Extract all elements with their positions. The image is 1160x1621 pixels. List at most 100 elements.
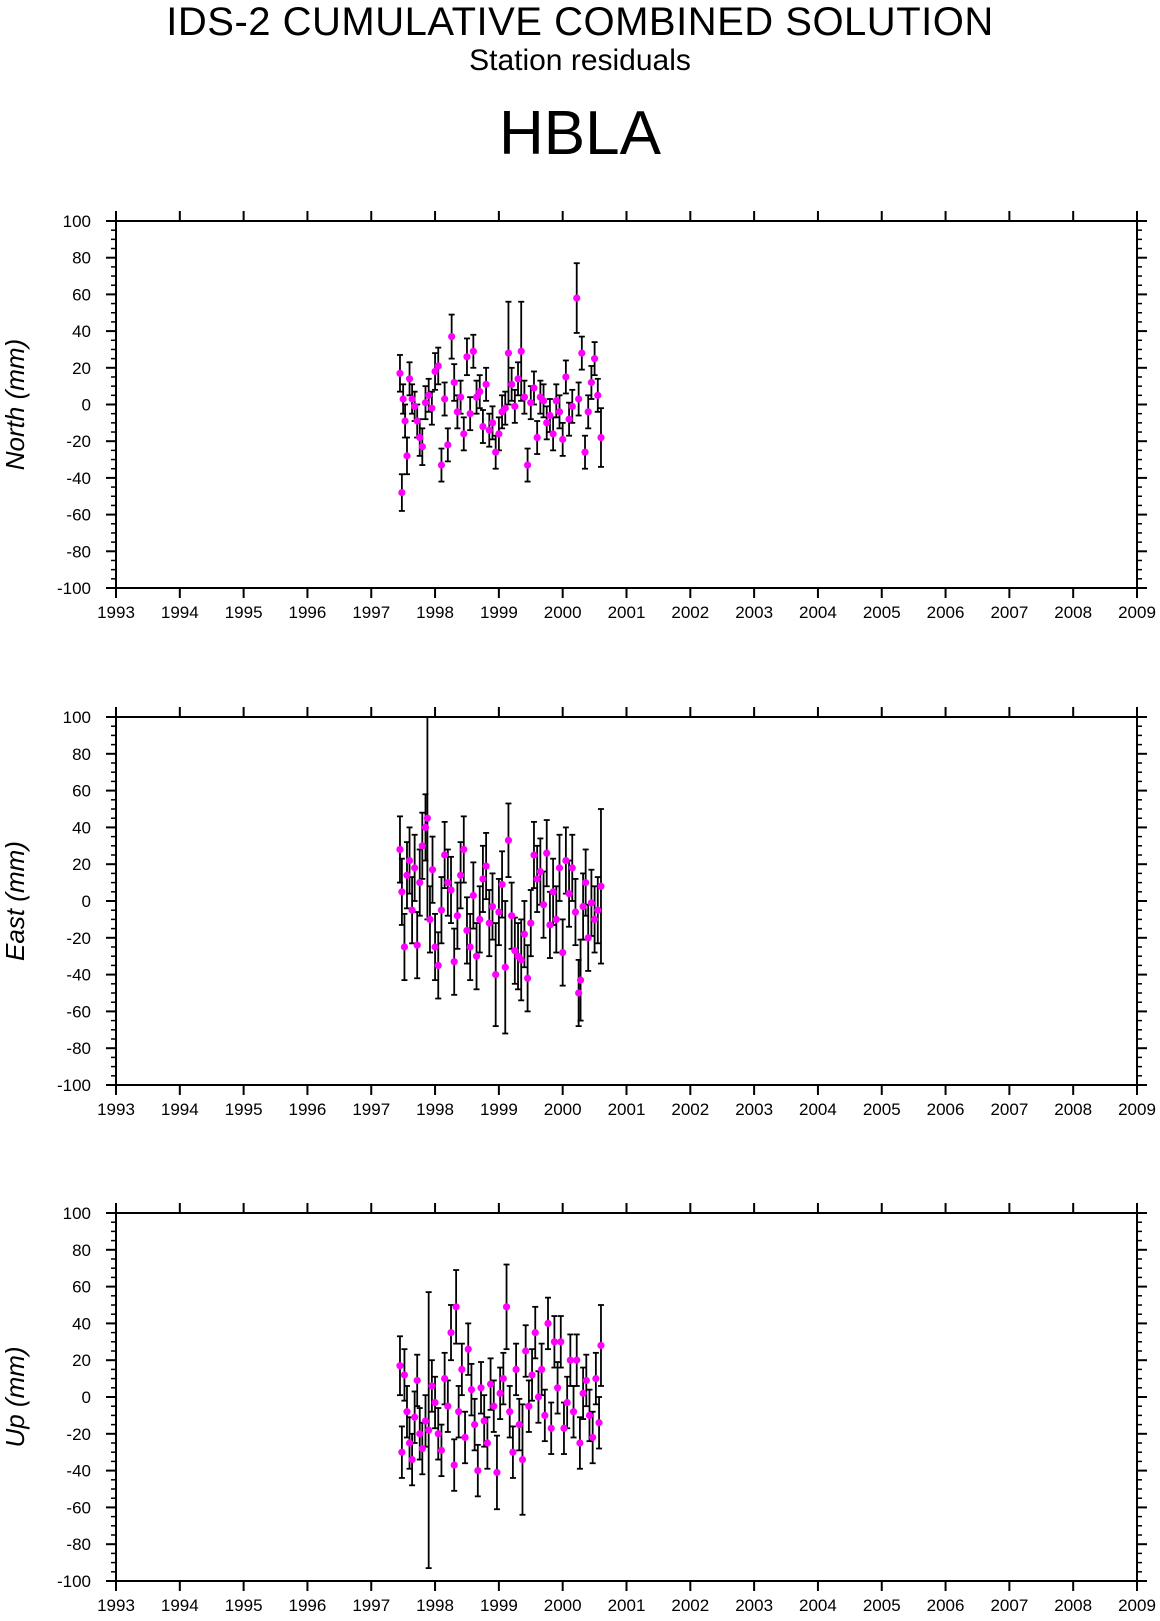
data-point [396,845,404,854]
data-point [485,919,493,927]
data-point [401,417,409,425]
data-point [571,908,580,916]
data-point [405,856,414,865]
y-tick-label: -20 [66,1425,91,1444]
x-tick-label: 1995 [225,1100,263,1119]
y-tick-label: 0 [82,892,91,911]
data-point [581,448,589,456]
data-point [398,1448,406,1456]
data-point [450,958,458,966]
data-point [444,1402,452,1410]
x-tick-label: 2008 [1054,1596,1092,1615]
data-point [486,1380,495,1388]
y-axis-title: East (mm) [0,841,30,961]
x-tick-label: 2002 [671,1596,709,1615]
data-point [501,404,509,412]
data-point [403,1408,411,1416]
data-point [496,1389,504,1397]
data-point [450,378,458,387]
x-tick-label: 2008 [1054,603,1092,622]
y-tick-label: -20 [66,432,91,451]
x-tick-label: 2005 [863,1100,901,1119]
y-tick-label: 100 [63,708,91,727]
x-tick-label: 2004 [799,1100,837,1119]
data-point [590,355,599,363]
data-point [418,443,426,451]
x-tick-label: 2007 [990,603,1028,622]
x-tick-label: 2006 [927,603,965,622]
data-point [400,943,409,951]
data-point [476,915,484,924]
y-tick-label: 80 [72,249,91,268]
data-point [490,1402,498,1410]
x-tick-label: 1998 [416,1100,454,1119]
data-point [528,1371,536,1379]
data-point [460,845,468,854]
panel-1: 1993 1994 1995 1996 1997 1998 1999 2000 2001 2002… [0,211,1156,622]
y-tick-label: 40 [72,1314,91,1333]
data-point [474,1467,482,1475]
data-point [431,1398,439,1407]
data-point [553,1384,562,1392]
panel-3: 1993 1994 1995 1996 1997 1998 1999 2000 2001 2002… [0,1203,1156,1615]
data-point [469,891,477,900]
data-point [590,915,599,924]
data-point [418,842,426,850]
data-point [460,430,468,438]
x-tick-label: 1994 [161,1596,199,1615]
y-tick-label: 0 [82,396,91,415]
data-point [450,1461,458,1469]
data-point [587,899,596,907]
data-point [421,823,430,832]
data-point [461,1433,469,1442]
data-point [587,378,596,387]
y-tick-label: -80 [66,542,91,561]
y-tick-label: -100 [57,1076,91,1095]
data-point [492,971,500,979]
data-point [444,879,452,887]
data-point [533,433,541,442]
data-point [428,1382,436,1390]
data-point [413,941,421,949]
data-point [523,461,532,469]
data-point [597,882,605,890]
y-tick-label: -80 [66,1535,91,1554]
data-point [520,930,529,938]
data-point [441,851,449,859]
data-point [488,902,497,911]
data-point [400,1371,409,1379]
data-point [594,391,602,399]
data-point [579,1389,587,1397]
x-tick-label: 2003 [735,603,773,622]
data-point [463,926,471,935]
data-point [539,901,548,909]
chart-subtitle: Station residuals [469,44,691,77]
y-tick-label: 60 [72,1278,91,1297]
data-point [592,1375,600,1383]
data-point [408,906,416,914]
data-point [463,353,471,361]
data-point [552,915,560,924]
data-point [476,388,484,396]
data-point [498,880,506,889]
x-tick-label: 2000 [544,1596,582,1615]
data-point [469,347,477,355]
data-point [413,1376,421,1385]
data-point [520,393,529,401]
data-point [549,430,557,438]
x-tick-label: 1995 [225,1596,263,1615]
x-tick-label: 2009 [1118,603,1156,622]
data-point [589,1433,597,1442]
data-point [408,395,416,403]
data-point [546,921,554,929]
data-point [466,410,474,418]
data-point [582,879,590,887]
data-point [550,1338,558,1346]
y-tick-label: -100 [57,579,91,598]
y-tick-label: -60 [66,1002,91,1021]
data-point [441,395,449,403]
data-point [421,1417,430,1425]
data-point [396,369,404,377]
data-point [584,934,592,942]
plot-frame [115,220,1138,589]
